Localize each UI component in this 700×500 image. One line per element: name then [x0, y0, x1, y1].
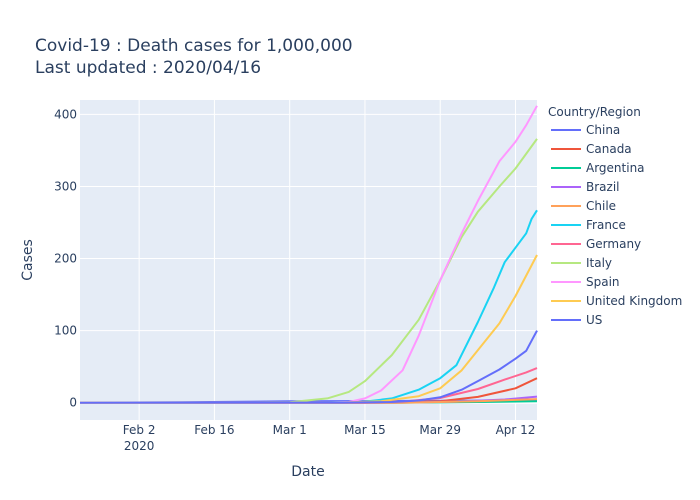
legend-item-brazil[interactable]: Brazil [586, 180, 620, 194]
x-tick-label: Apr 12 [496, 423, 536, 437]
series-lines [79, 105, 538, 404]
legend-item-argentina[interactable]: Argentina [586, 161, 645, 175]
chart-title: Covid-19 : Death cases for 1,000,000 [35, 36, 353, 56]
legend-item-france[interactable]: France [586, 218, 626, 232]
x-tick-year-label: 2020 [124, 439, 155, 453]
legend-item-italy[interactable]: Italy [586, 256, 612, 270]
x-tick-label: Feb 16 [194, 423, 234, 437]
x-tick-label: Mar 15 [344, 423, 386, 437]
legend-item-united-kingdom[interactable]: United Kingdom [586, 294, 682, 308]
legend-title: Country/Region [548, 105, 641, 119]
y-tick-label: 300 [54, 179, 77, 193]
x-tick-label: Feb 2 [123, 423, 156, 437]
plot-area [80, 100, 537, 420]
x-gridlines [138, 100, 516, 420]
legend-item-spain[interactable]: Spain [586, 275, 620, 289]
y-tick-label: 200 [54, 252, 77, 266]
series-line-us [79, 330, 538, 404]
legend-item-canada[interactable]: Canada [586, 142, 632, 156]
y-tick-label: 400 [54, 107, 77, 121]
legend-item-china[interactable]: China [586, 123, 620, 137]
y-tick-label: 100 [54, 324, 77, 338]
legend-item-germany[interactable]: Germany [586, 237, 641, 251]
x-tick-label: Mar 1 [273, 423, 307, 437]
chart-subtitle: Last updated : 2020/04/16 [35, 58, 261, 78]
y-tick-label: 0 [69, 396, 77, 410]
legend-item-us[interactable]: US [586, 313, 602, 327]
x-tick-label: Mar 29 [419, 423, 461, 437]
y-tick-labels: 0 100 200 300 400 [54, 107, 77, 409]
x-axis-title: Date [291, 464, 324, 480]
x-tick-labels: Feb 2 2020 Feb 16 Mar 1 Mar 15 Mar 29 Apr 12 [123, 423, 536, 453]
y-axis-title: Cases [20, 239, 36, 281]
legend: China Canada Argentina Brazil Chile France Ger… [551, 123, 682, 327]
legend-item-chile[interactable]: Chile [586, 199, 616, 213]
